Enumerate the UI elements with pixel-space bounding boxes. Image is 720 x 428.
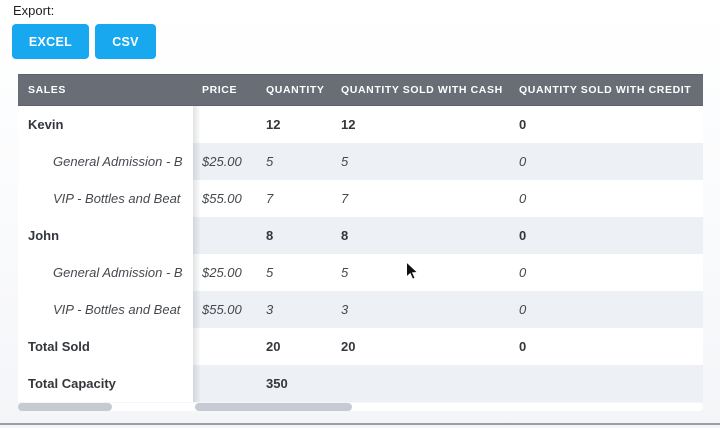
- table-row: General Admission - B $25.00 5 5 0: [18, 143, 703, 180]
- row-label: General Admission - B: [18, 143, 193, 180]
- cell-price: $55.00: [202, 191, 242, 206]
- cell-cash: 3: [341, 302, 349, 317]
- row-label: John: [18, 217, 193, 254]
- table-row: John 8 8 0: [18, 217, 703, 254]
- cell-qty: 350: [266, 376, 288, 391]
- cell-cash: 12: [341, 117, 356, 132]
- row-label: Total Sold: [18, 328, 193, 365]
- cell-qty: 8: [266, 228, 274, 243]
- cell-credit: 0: [519, 191, 527, 206]
- row-label: VIP - Bottles and Beat: [18, 180, 193, 217]
- row-values-pane: $55.00 7 7 0: [193, 180, 703, 217]
- cell-credit: 0: [519, 117, 527, 132]
- column-header-sales: SALES: [28, 84, 67, 96]
- row-values-pane: 12 12 0: [193, 106, 703, 143]
- cell-credit: 0: [519, 154, 527, 169]
- cell-price: $25.00: [202, 154, 242, 169]
- table-row: General Admission - B $25.00 5 5 0: [18, 254, 703, 291]
- cell-credit: 0: [519, 228, 527, 243]
- cell-cash: 5: [341, 265, 349, 280]
- cell-price: $25.00: [202, 265, 242, 280]
- cell-cash: 8: [341, 228, 349, 243]
- row-label: Total Capacity: [18, 365, 193, 402]
- row-values-pane: $25.00 5 5 0: [193, 143, 703, 180]
- cell-qty: 5: [266, 265, 274, 280]
- column-header-quantity-cash: QUANTITY SOLD WITH CASH: [341, 84, 503, 96]
- row-label: General Admission - B: [18, 254, 193, 291]
- row-values-pane: 350: [193, 365, 703, 402]
- export-label: Export:: [13, 3, 55, 18]
- cell-qty: 7: [266, 191, 274, 206]
- cell-cash: 7: [341, 191, 349, 206]
- column-header-quantity-credit: QUANTITY SOLD WITH CREDIT: [519, 84, 692, 96]
- table-row: Total Sold 20 20 0: [18, 328, 703, 365]
- cell-qty: 5: [266, 154, 274, 169]
- cell-cash: 20: [341, 339, 356, 354]
- row-values-pane: 8 8 0: [193, 217, 703, 254]
- table-row: VIP - Bottles and Beat $55.00 3 3 0: [18, 291, 703, 328]
- row-label: Kevin: [18, 106, 193, 143]
- export-excel-button[interactable]: EXCEL: [12, 24, 89, 59]
- cell-price: $55.00: [202, 302, 242, 317]
- cell-qty: 20: [266, 339, 281, 354]
- cell-qty: 12: [266, 117, 281, 132]
- bottom-divider: [0, 423, 720, 425]
- cell-cash: 5: [341, 154, 349, 169]
- table-header-row: SALES PRICE QUANTITY QUANTITY SOLD WITH …: [18, 74, 703, 106]
- table-header-pane: PRICE QUANTITY QUANTITY SOLD WITH CASH Q…: [193, 84, 703, 96]
- column-header-price: PRICE: [202, 84, 238, 96]
- table-body: Kevin 12 12 0 General Admission - B $25.00 5 5 0…: [18, 106, 703, 402]
- export-csv-button[interactable]: CSV: [95, 24, 156, 59]
- cell-credit: 0: [519, 339, 527, 354]
- scrollbar-thumb-left-pane[interactable]: [18, 403, 112, 411]
- cell-credit: 0: [519, 265, 527, 280]
- scrollbar-thumb-right-pane[interactable]: [195, 403, 352, 411]
- table-row: VIP - Bottles and Beat $55.00 7 7 0: [18, 180, 703, 217]
- table-row: Kevin 12 12 0: [18, 106, 703, 143]
- cell-credit: 0: [519, 302, 527, 317]
- row-values-pane: 20 20 0: [193, 328, 703, 365]
- horizontal-scrollbar-track[interactable]: [18, 403, 703, 411]
- table-row: Total Capacity 350: [18, 365, 703, 402]
- cell-qty: 3: [266, 302, 274, 317]
- column-header-quantity: QUANTITY: [266, 84, 325, 96]
- row-values-pane: $55.00 3 3 0: [193, 291, 703, 328]
- row-label: VIP - Bottles and Beat: [18, 291, 193, 328]
- row-values-pane: $25.00 5 5 0: [193, 254, 703, 291]
